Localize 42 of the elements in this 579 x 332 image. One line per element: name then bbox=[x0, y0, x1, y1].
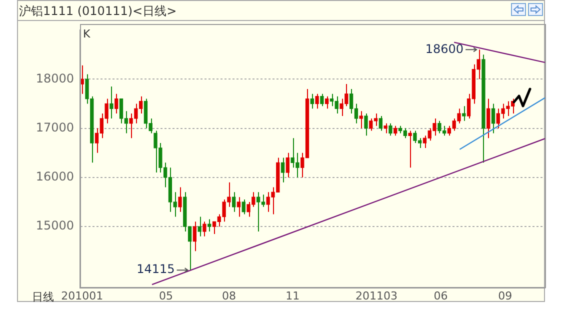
candlestick bbox=[384, 122, 388, 134]
candlestick bbox=[110, 86, 114, 119]
y-tick-label: 15000 bbox=[36, 218, 74, 233]
candlestick bbox=[198, 216, 202, 237]
candlestick bbox=[242, 199, 246, 215]
x-tick-label: 08 bbox=[222, 289, 236, 302]
candlestick bbox=[192, 221, 197, 252]
candlestick bbox=[378, 116, 383, 132]
candlestick bbox=[408, 130, 412, 168]
candlestick bbox=[359, 110, 363, 129]
y-tick-label: 18000 bbox=[36, 71, 74, 86]
candlestick bbox=[486, 98, 490, 139]
candlestick bbox=[286, 152, 290, 178]
candlestick bbox=[310, 93, 314, 110]
candlestick bbox=[208, 218, 212, 232]
candlestick bbox=[491, 103, 496, 134]
x-tick-label: 201103 bbox=[355, 289, 398, 302]
y-tick-label: 16000 bbox=[36, 170, 74, 184]
candlestick bbox=[364, 113, 368, 136]
candlestick bbox=[178, 186, 182, 212]
x-tick-label: 11 bbox=[286, 289, 300, 302]
candlestick bbox=[280, 157, 285, 183]
annotation: 14115 bbox=[136, 262, 175, 276]
x-tick-label: 09 bbox=[498, 289, 512, 302]
annotation: 18600 bbox=[425, 42, 464, 56]
annotation: K bbox=[83, 27, 91, 40]
candlestick bbox=[462, 106, 466, 122]
candlestick bbox=[232, 192, 236, 212]
candlestick bbox=[114, 93, 118, 114]
candlestick bbox=[236, 196, 241, 218]
candlestick bbox=[388, 122, 392, 136]
candlestick bbox=[315, 93, 319, 110]
x-tick-label: 05 bbox=[159, 289, 174, 302]
candlestick bbox=[202, 221, 206, 237]
text: 日线 bbox=[32, 290, 54, 304]
chart-title: 沪铝1111 (010111)<日线> bbox=[19, 3, 177, 20]
candlestick bbox=[320, 93, 324, 107]
y-tick-label: 17000 bbox=[36, 120, 74, 134]
candlestick bbox=[394, 125, 398, 136]
x-tick-label: 201001 bbox=[61, 289, 104, 302]
x-tick-label: 06 bbox=[434, 289, 448, 302]
candlestick bbox=[325, 96, 329, 110]
